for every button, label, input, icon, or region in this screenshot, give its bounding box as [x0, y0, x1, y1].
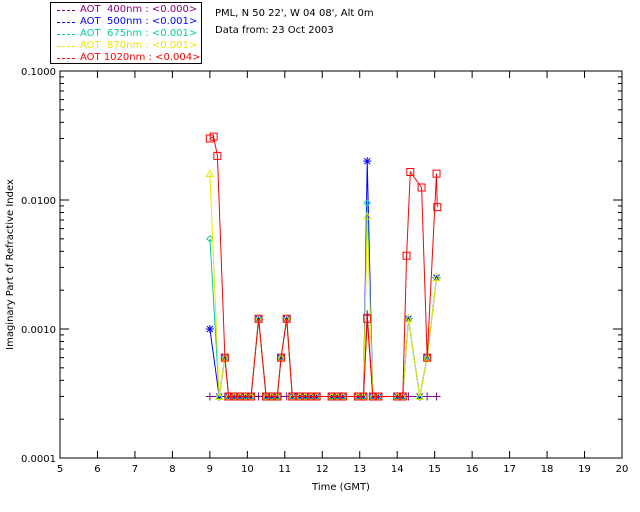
legend-label: AOT 675nm : <0.001> — [80, 28, 198, 39]
legend-item: AOT 675nm : <0.001> — [51, 28, 201, 40]
data-point — [423, 353, 432, 362]
x-tick-label: 13 — [353, 464, 366, 475]
data-point — [402, 251, 411, 260]
x-tick-label: 19 — [578, 464, 591, 475]
data-point — [417, 183, 426, 192]
x-tick-label: 9 — [207, 464, 213, 475]
data-point — [415, 391, 425, 400]
data-point — [206, 235, 214, 243]
data-point — [432, 273, 441, 282]
x-tick-label: 14 — [391, 464, 404, 475]
data-point — [205, 325, 214, 333]
legend-swatch — [57, 22, 75, 23]
data-point — [338, 392, 347, 401]
data-point — [432, 273, 441, 282]
legend-item: AOT 500nm : <0.001> — [51, 16, 201, 28]
data-point — [273, 392, 282, 401]
legend-swatch — [57, 46, 75, 47]
data-point — [209, 132, 218, 141]
x-axis-label: Time (GMT) — [311, 482, 370, 493]
data-point — [422, 353, 432, 362]
legend-item: AOT 400nm : <0.000> — [51, 4, 201, 16]
data-point — [433, 203, 442, 212]
data-point — [254, 314, 263, 323]
data-point — [362, 211, 372, 220]
data-point — [205, 169, 215, 178]
legend: AOT 400nm : <0.000> AOT 500nm : <0.001> … — [50, 2, 202, 64]
data-point — [312, 392, 321, 401]
data-point — [247, 392, 256, 401]
series-line — [209, 314, 437, 397]
series-line — [209, 161, 437, 397]
y-tick-label: 0.0001 — [21, 454, 56, 465]
data-point — [432, 392, 441, 401]
y-tick-label: 0.0100 — [21, 196, 56, 207]
x-tick-label: 11 — [278, 464, 291, 475]
data-point — [277, 353, 286, 362]
data-point — [404, 314, 413, 323]
data-point — [205, 134, 214, 143]
data-date: Data from: 23 Oct 2003 — [215, 25, 334, 36]
x-tick-label: 18 — [541, 464, 554, 475]
x-tick-label: 8 — [169, 464, 175, 475]
data-point — [398, 392, 407, 401]
data-point — [423, 392, 432, 401]
series-line — [209, 202, 437, 397]
data-point — [254, 392, 263, 401]
legend-label: AOT 500nm : <0.001> — [80, 16, 198, 27]
series-line — [209, 135, 438, 397]
y-tick-label: 0.0010 — [21, 325, 56, 336]
legend-swatch — [57, 34, 75, 35]
x-tick-label: 5 — [57, 464, 63, 475]
x-tick-label: 16 — [466, 464, 479, 475]
x-tick-label: 7 — [132, 464, 138, 475]
legend-swatch — [57, 10, 75, 11]
series — [205, 132, 442, 401]
x-tick-label: 17 — [503, 464, 516, 475]
x-tick-label: 12 — [316, 464, 329, 475]
x-tick-label: 6 — [94, 464, 100, 475]
legend-item: AOT 870nm : <0.001> — [51, 40, 201, 52]
data-point — [363, 157, 372, 166]
data-point — [374, 392, 383, 401]
legend-swatch — [57, 58, 75, 59]
data-point — [213, 151, 222, 160]
y-tick-label: 0.1000 — [21, 67, 56, 78]
x-tick-label: 20 — [616, 464, 629, 475]
plot-frame — [59, 70, 623, 459]
data-point — [282, 314, 291, 323]
data-point — [363, 314, 372, 323]
data-point — [359, 392, 368, 401]
legend-label: AOT 400nm : <0.000> — [80, 4, 198, 15]
legend-item: AOT 1020nm : <0.004> — [51, 52, 201, 64]
data-point — [363, 199, 371, 207]
y-axis-label: Imaginary Part of Refractive Index — [5, 179, 16, 350]
data-point — [214, 391, 224, 400]
legend-label: AOT 870nm : <0.001> — [80, 40, 198, 51]
legend-label: AOT 1020nm : <0.004> — [80, 52, 201, 63]
series-line — [209, 173, 437, 397]
series — [205, 169, 441, 400]
data-point — [406, 167, 415, 176]
x-tick-label: 10 — [241, 464, 254, 475]
x-tick-label: 15 — [428, 464, 441, 475]
data-point — [432, 169, 441, 178]
site-location: PML, N 50 22', W 04 08', Alt 0m — [215, 8, 374, 19]
data-point — [205, 392, 214, 401]
data-point — [220, 353, 229, 362]
